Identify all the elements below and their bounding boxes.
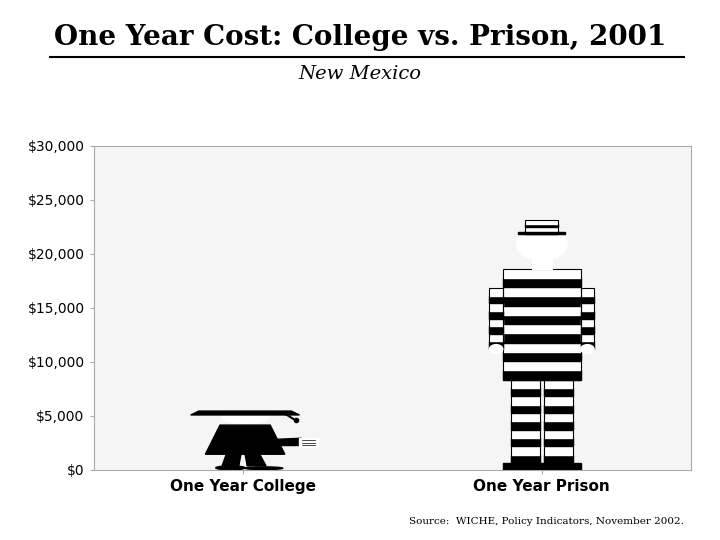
- Bar: [510, 413, 540, 421]
- Bar: [580, 334, 594, 341]
- Bar: [544, 396, 573, 404]
- Bar: [503, 268, 580, 380]
- Text: New Mexico: New Mexico: [299, 65, 421, 83]
- Bar: [544, 404, 573, 413]
- Bar: [526, 227, 558, 231]
- Bar: [526, 220, 558, 224]
- Polygon shape: [222, 454, 241, 466]
- Polygon shape: [191, 411, 300, 415]
- Bar: [544, 388, 573, 396]
- Bar: [490, 288, 503, 295]
- Bar: [544, 421, 573, 429]
- Bar: [544, 380, 573, 388]
- Bar: [526, 231, 558, 234]
- Ellipse shape: [216, 466, 245, 470]
- Bar: [526, 220, 558, 234]
- Bar: [503, 361, 580, 370]
- Bar: [510, 404, 540, 413]
- Bar: [580, 319, 594, 326]
- Bar: [503, 352, 580, 361]
- Ellipse shape: [580, 345, 594, 354]
- Bar: [580, 303, 594, 311]
- Bar: [503, 342, 580, 352]
- Bar: [510, 396, 540, 404]
- Bar: [503, 463, 580, 470]
- Bar: [490, 341, 503, 349]
- Bar: [490, 311, 503, 319]
- Bar: [490, 295, 503, 303]
- Bar: [580, 295, 594, 303]
- Bar: [510, 429, 540, 438]
- Bar: [544, 429, 573, 438]
- Bar: [526, 224, 558, 227]
- Bar: [518, 232, 565, 234]
- Bar: [510, 388, 540, 396]
- Bar: [580, 326, 594, 334]
- Bar: [503, 278, 580, 287]
- Text: One Year Cost: College vs. Prison, 2001: One Year Cost: College vs. Prison, 2001: [54, 24, 666, 51]
- Bar: [490, 326, 503, 334]
- Bar: [510, 380, 540, 463]
- Bar: [544, 413, 573, 421]
- Ellipse shape: [245, 467, 283, 470]
- Bar: [510, 380, 540, 388]
- Bar: [490, 319, 503, 326]
- Bar: [580, 341, 594, 349]
- Bar: [544, 438, 573, 446]
- Ellipse shape: [222, 413, 268, 423]
- Bar: [580, 288, 594, 295]
- Bar: [490, 303, 503, 311]
- Text: Source:  WICHE, Policy Indicators, November 2002.: Source: WICHE, Policy Indicators, Novemb…: [409, 517, 684, 526]
- Polygon shape: [268, 438, 302, 445]
- Polygon shape: [245, 454, 266, 466]
- Bar: [503, 333, 580, 342]
- Bar: [510, 446, 540, 455]
- Bar: [503, 306, 580, 315]
- Bar: [580, 311, 594, 319]
- Bar: [503, 287, 580, 296]
- Bar: [503, 296, 580, 306]
- Bar: [503, 370, 580, 380]
- Bar: [503, 268, 580, 278]
- Bar: [503, 315, 580, 324]
- Bar: [544, 380, 573, 463]
- Bar: [503, 324, 580, 333]
- Bar: [510, 438, 540, 446]
- Bar: [532, 260, 552, 268]
- Bar: [490, 334, 503, 341]
- Bar: [544, 446, 573, 455]
- Ellipse shape: [490, 345, 503, 354]
- Bar: [544, 455, 573, 463]
- Polygon shape: [205, 425, 285, 454]
- Bar: [510, 455, 540, 463]
- Bar: [490, 288, 503, 349]
- Bar: [580, 288, 594, 349]
- Bar: [300, 438, 318, 447]
- Ellipse shape: [516, 230, 567, 260]
- Bar: [510, 421, 540, 429]
